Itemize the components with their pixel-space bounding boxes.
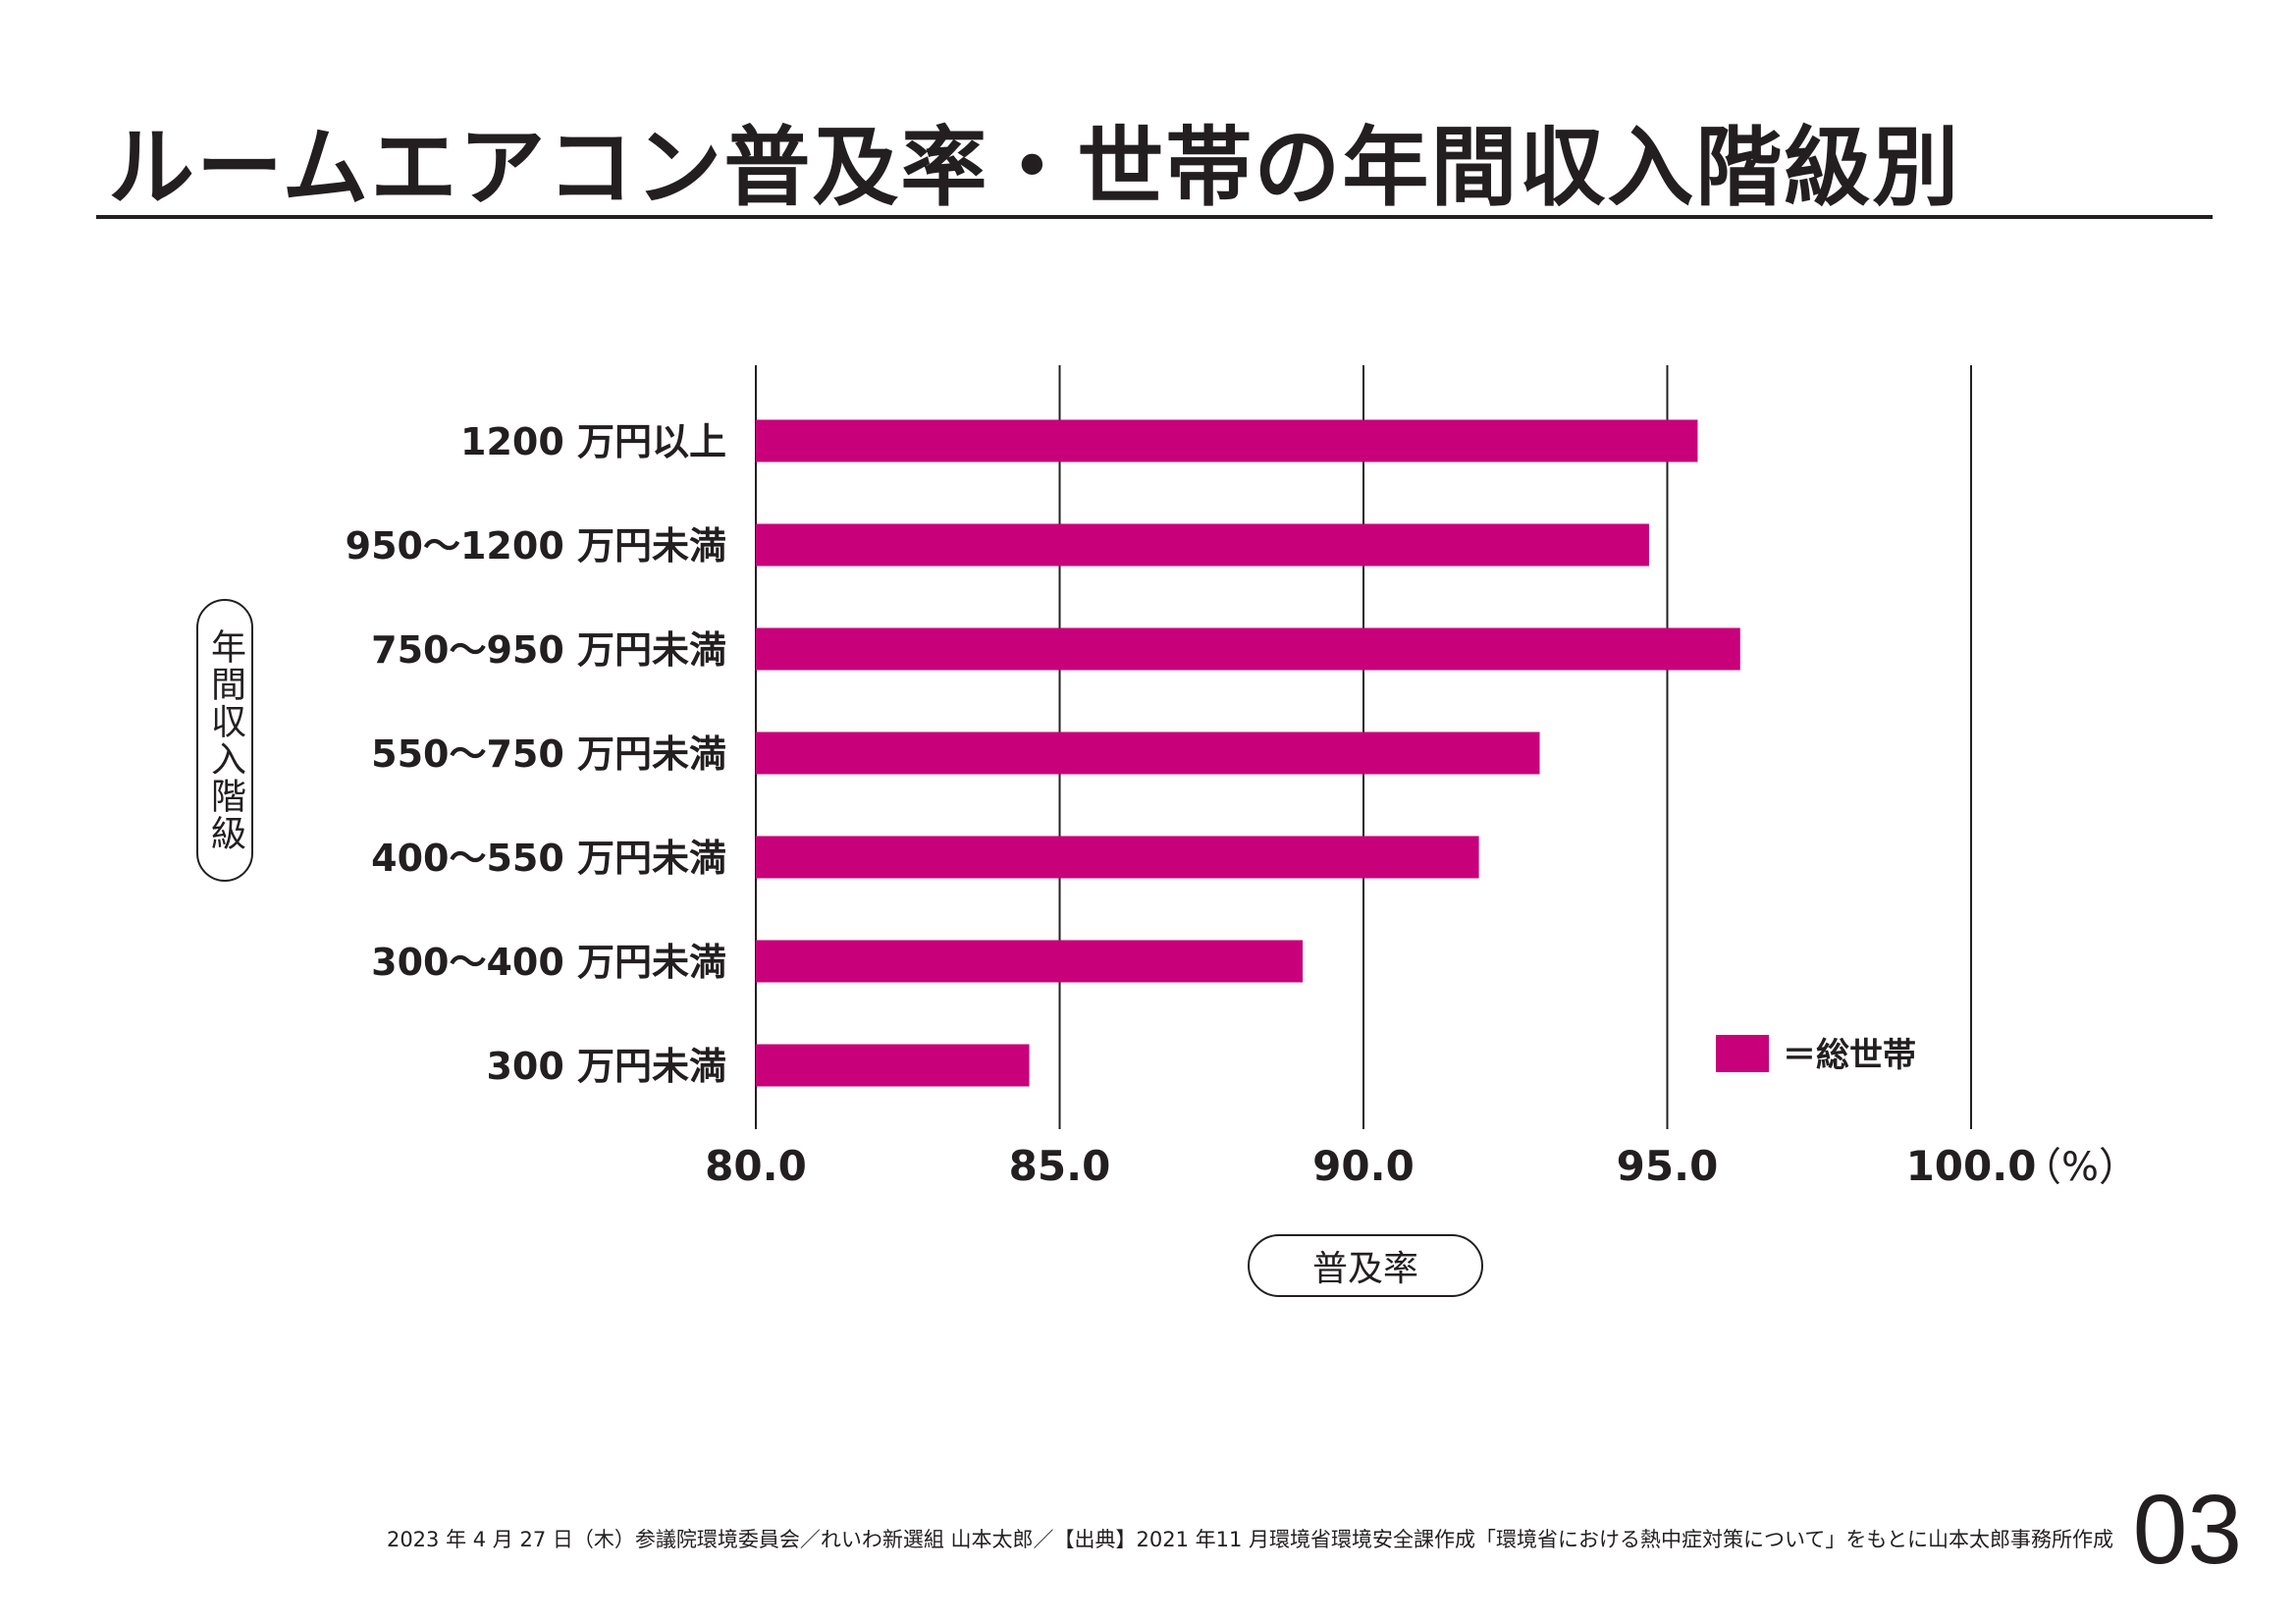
x-axis-label-pill: 普及率 [1248, 1234, 1483, 1297]
category-label-5: 300〜400 万円未満 [371, 941, 726, 984]
category-label-0: 1200 万円以上 [460, 420, 726, 463]
y-axis-label-pill: 年間収入階級 [196, 599, 253, 882]
x-tick-label-0: 80.0 [705, 1142, 807, 1190]
legend-swatch [1716, 1035, 1769, 1072]
x-tick-label-3: 95.0 [1617, 1142, 1719, 1190]
bar-6 [756, 1044, 1030, 1087]
footer-source-note: 2023 年 4 月 27 日（木）参議院環境委員会／れいわ新選組 山本太郎／【… [386, 1528, 2113, 1551]
x-tick-label-1: 85.0 [1009, 1142, 1111, 1190]
bar-2 [756, 627, 1740, 671]
y-axis-label: 年間収入階級 [205, 628, 245, 852]
x-tick-label-4: 100.0 [1906, 1142, 2037, 1190]
x-tick-label-2: 90.0 [1312, 1142, 1415, 1190]
page-number: 03 [2132, 1475, 2242, 1585]
bar-5 [756, 940, 1304, 983]
legend-label: ＝総世帯 [1783, 1036, 1916, 1075]
bar-3 [756, 731, 1540, 775]
x-unit-label: （%） [2022, 1145, 2138, 1190]
title-divider [96, 215, 2213, 219]
page-title: ルームエアコン普及率・世帯の年間収入階級別 [108, 117, 1961, 218]
bar-1 [756, 523, 1649, 567]
category-label-6: 300 万円未満 [486, 1045, 726, 1088]
category-label-1: 950〜1200 万円未満 [346, 524, 726, 568]
category-label-4: 400〜550 万円未満 [371, 837, 726, 880]
category-label-2: 750〜950 万円未満 [371, 628, 726, 672]
x-axis-label: 普及率 [1311, 1249, 1418, 1289]
bar-0 [756, 419, 1698, 462]
category-label-3: 550〜750 万円未満 [371, 732, 726, 776]
bar-4 [756, 836, 1479, 879]
